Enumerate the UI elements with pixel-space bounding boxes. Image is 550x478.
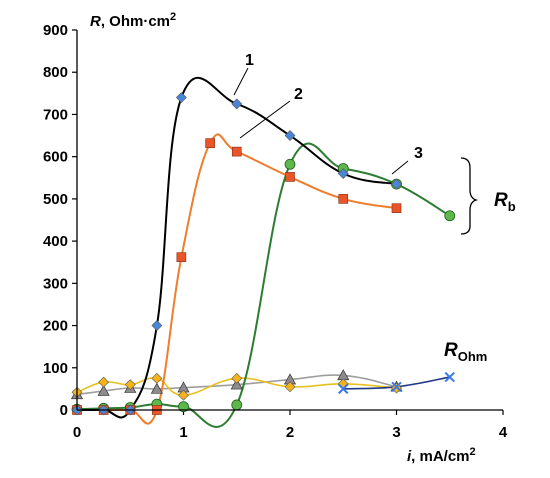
rohm-label: ROhm (444, 340, 487, 364)
y-tick-label: 800 (43, 64, 68, 81)
marker-rohm_navy (338, 383, 349, 395)
marker-rb3 (231, 399, 243, 411)
y-tick-label: 600 (43, 149, 68, 166)
marker-rb1 (175, 92, 187, 103)
series-lines (76, 76, 451, 428)
marker-rohm_gold (284, 381, 296, 393)
marker-rb2 (285, 172, 295, 182)
marker-rb3 (284, 158, 296, 170)
marker-rb2 (205, 138, 215, 148)
marker-rb1 (337, 168, 349, 179)
y-tick-label: 900 (43, 22, 68, 39)
marker-rohm_navy (444, 371, 455, 383)
marker-rohm_gold (124, 379, 136, 391)
marker-rb1 (391, 178, 402, 190)
x-tick-label: 2 (286, 424, 294, 441)
marker-rb3 (178, 401, 189, 413)
curve-1-label: 1 (245, 52, 254, 69)
marker-rb2 (176, 252, 187, 262)
marker-rb1 (284, 130, 296, 141)
marker-rohm_gold (337, 378, 349, 390)
x-tick-label: 0 (73, 424, 81, 441)
series-line-rb1 (77, 76, 397, 419)
x-tick-label: 1 (179, 424, 187, 441)
marker-rohm_gold (231, 372, 243, 384)
marker-rb2 (338, 194, 349, 204)
y-tick-label: 700 (43, 106, 68, 123)
y-axis-ticks: 0 100 200 300 400 500 600 700 800 900 (43, 22, 77, 419)
x-tick-label: 3 (392, 424, 400, 441)
series-markers (70, 92, 456, 416)
curve-1-leader (233, 67, 249, 96)
curve-2-leader (239, 100, 291, 139)
marker-rohm_gold (178, 389, 189, 401)
curve-3-label: 3 (414, 145, 423, 162)
curve-2-label: 2 (294, 86, 303, 103)
x-tick-label: 4 (499, 424, 508, 441)
marker-rb2 (391, 203, 402, 213)
x-axis-label: i, mA/cm2 (407, 446, 476, 465)
y-tick-label: 200 (43, 318, 68, 335)
marker-rb3 (444, 210, 456, 222)
y-tick-label: 0 (60, 402, 68, 419)
marker-rohm_gold (151, 372, 163, 384)
marker-rb1 (231, 98, 243, 110)
y-tick-label: 100 (43, 360, 68, 377)
y-tick-label: 400 (43, 233, 68, 250)
marker-rohm_gold (98, 376, 110, 388)
marker-rb2 (231, 146, 242, 157)
marker-rb1 (151, 320, 163, 331)
rb-brace (460, 157, 479, 235)
marker-rohm_navy (391, 381, 402, 392)
marker-rohm_gray (97, 384, 110, 396)
marker-rohm_gray (230, 378, 243, 390)
rb-label: Rb (494, 190, 516, 214)
y-axis-label: R, Ohm·cm2 (90, 11, 176, 30)
y-tick-label: 500 (43, 191, 68, 208)
marker-rohm_gray (150, 382, 163, 394)
curve-3-leader (391, 160, 409, 175)
y-tick-label: 300 (43, 275, 68, 292)
